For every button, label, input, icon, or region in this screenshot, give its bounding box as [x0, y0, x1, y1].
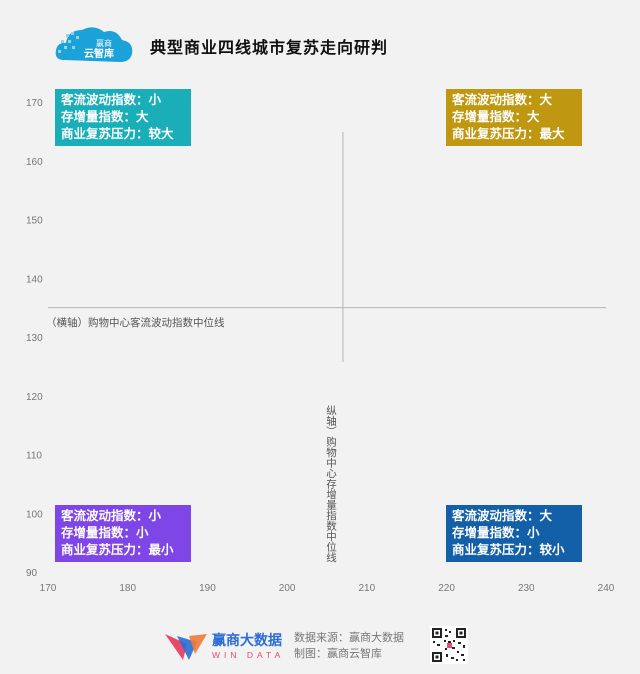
x-tick-label: 210: [359, 583, 376, 594]
y-tick-label: 100: [26, 509, 43, 520]
yingshang-cloud-logo: 赢商 云智库: [55, 27, 133, 62]
win-data-en: WIN DATA: [212, 650, 285, 660]
x-tick-label: 190: [199, 583, 216, 594]
y-tick-label: 130: [26, 333, 43, 344]
quadrant-bottom-left: 客流波动指数：小 存增量指数：小 商业复苏压力：最小: [55, 505, 191, 562]
quadrant-bottom-right: 客流波动指数：大 存增量指数：小 商业复苏压力：较小: [446, 505, 582, 562]
quadrant-line: 存增量指数：小: [452, 526, 540, 540]
x-tick-label: 220: [438, 583, 455, 594]
qr-code-icon: [430, 626, 468, 664]
source-text: 数据来源：赢商大数据 制图：赢商云智库: [294, 630, 404, 662]
y-tick-label: 150: [26, 216, 43, 227]
quadrant-line: 商业复苏压力：较小: [452, 543, 565, 557]
quadrant-top-left: 客流波动指数：小 存增量指数：大 商业复苏压力：较大: [55, 89, 191, 146]
x-tick-label: 230: [518, 583, 535, 594]
quadrant-line: 存增量指数：大: [61, 110, 149, 124]
quadrant-line: 客流波动指数：小: [61, 93, 162, 107]
x-tick-label: 170: [40, 583, 57, 594]
win-data-logo-icon: [165, 634, 207, 660]
svg-text:赢商: 赢商: [96, 38, 112, 48]
y-tick-label: 160: [26, 157, 43, 168]
svg-text:云智库: 云智库: [84, 47, 114, 60]
y-tick-label: 170: [26, 98, 43, 109]
y-tick-label: 120: [26, 392, 43, 403]
quadrant-line: 存增量指数：小: [61, 526, 149, 540]
y-tick-label: 110: [26, 451, 42, 462]
quadrant-line: 客流波动指数：大: [452, 509, 553, 523]
quadrant-line: 客流波动指数：大: [452, 93, 553, 107]
quadrant-line: 客流波动指数：小: [61, 509, 162, 523]
quadrant-top-right: 客流波动指数：大 存增量指数：大 商业复苏压力：最大: [446, 89, 582, 146]
chart-title: 典型商业四线城市复苏走向研判: [150, 40, 389, 57]
quadrant-line: 商业复苏压力：最小: [61, 543, 174, 557]
y-tick-label: 140: [26, 274, 43, 285]
y-tick-label: 90: [26, 568, 38, 579]
quadrant-line: 存增量指数：大: [452, 110, 540, 124]
maker-line: 制图：赢商云智库: [294, 648, 382, 660]
x-tick-label: 200: [279, 583, 296, 594]
quadrant-line: 商业复苏压力：较大: [61, 127, 174, 141]
x-tick-label: 180: [119, 583, 136, 594]
footer: 赢商大数据 WIN DATA 数据来源：赢商大数据 制图：赢商云智库: [0, 618, 640, 674]
y-axis-label: 纵轴）购物中心存增量指数中位线: [325, 405, 337, 563]
x-tick-label: 240: [598, 583, 615, 594]
source-line: 数据来源：赢商大数据: [294, 632, 404, 644]
x-axis-label: （横轴）购物中心客流波动指数中位线: [46, 317, 225, 329]
win-data-cn: 赢商大数据: [212, 632, 282, 648]
quadrant-line: 商业复苏压力：最大: [452, 127, 565, 141]
